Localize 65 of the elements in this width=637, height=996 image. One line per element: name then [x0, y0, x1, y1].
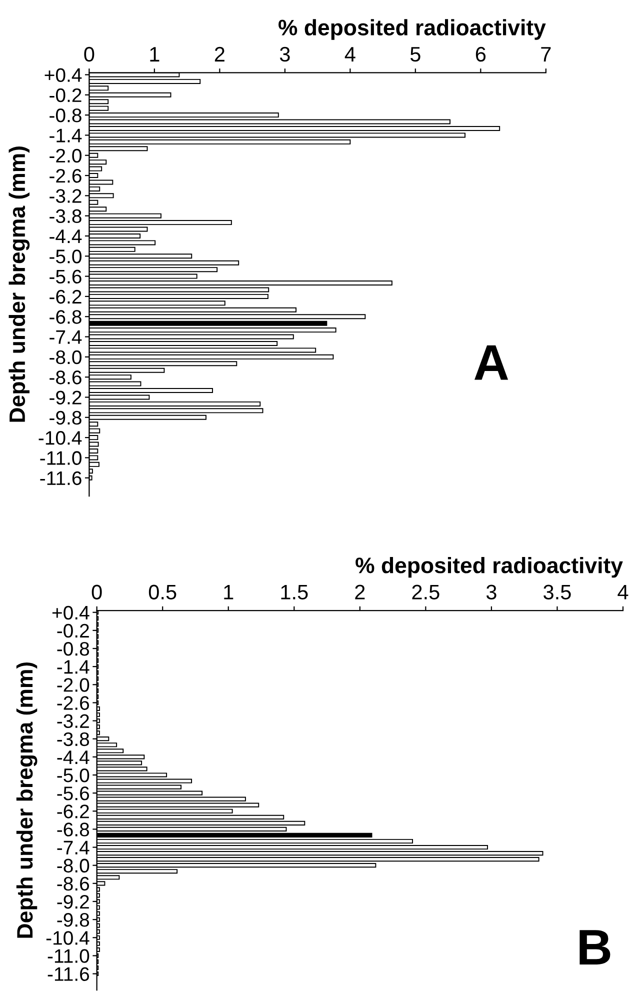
y-tick-label: -6.2 [50, 290, 82, 304]
y-tick-label: -0.2 [57, 624, 89, 638]
y-tick-label: -8.6 [50, 370, 82, 384]
y-tick-label: -9.2 [50, 390, 82, 404]
y-tick-label: -6.8 [57, 822, 90, 836]
x-tick-label: 5 [410, 47, 420, 62]
x-tick-label: 2 [214, 46, 224, 62]
y-tick-label: -2.6 [57, 696, 90, 710]
x-axis-title: % deposited radioactivity [356, 556, 623, 578]
y-tick-label: -1.4 [50, 128, 82, 142]
x-tick-label: 6 [476, 46, 486, 62]
x-axis-title: % deposited radioactivity [278, 19, 546, 40]
y-tick-label: -11.6 [48, 967, 90, 981]
y-tick-label: -5.6 [50, 270, 82, 284]
y-tick-label: -8.0 [50, 350, 82, 364]
x-tick-label: 3.5 [544, 584, 571, 600]
y-tick-label: +0.4 [44, 68, 82, 82]
y-tick-label: -8.0 [57, 858, 90, 873]
x-tick-label: 2.5 [412, 584, 440, 600]
y-tick-label: -0.8 [50, 108, 82, 122]
annotation: B [580, 930, 610, 964]
x-tick-label: 7 [541, 47, 551, 62]
y-tick-label: -1.4 [57, 660, 90, 674]
y-tick-label: -2.0 [57, 678, 90, 692]
y-tick-label: -11.6 [40, 471, 82, 486]
y-tick-label: -0.2 [50, 88, 82, 102]
x-tick-label: 1.5 [281, 584, 308, 600]
x-tick-label: 0 [92, 584, 102, 600]
x-tick-label: 3 [486, 584, 496, 600]
x-tick-label: 4 [344, 47, 356, 62]
y-tick-label: -6.2 [57, 804, 89, 818]
x-tick-label: 2 [355, 584, 365, 600]
y-axis-title: Depth under bregma (mm) [16, 662, 38, 938]
y-tick-label: -11.0 [48, 949, 90, 963]
y-tick-label: -3.8 [50, 209, 82, 224]
y-tick-label: -2.6 [50, 168, 82, 183]
y-tick-label: -3.8 [57, 732, 90, 746]
y-tick-label: -0.8 [57, 642, 90, 656]
y-tick-label: -8.6 [57, 876, 90, 891]
y-tick-label: -9.8 [50, 410, 82, 425]
y-tick-label: -9.2 [57, 894, 89, 909]
y-tick-label: -3.2 [50, 189, 82, 203]
y-tick-label: -3.2 [57, 714, 89, 728]
x-tick-label: 1 [224, 584, 234, 600]
y-tick-label: -5.6 [57, 786, 90, 800]
y-tick-label: -9.8 [57, 913, 90, 927]
y-tick-label: -4.4 [57, 750, 90, 764]
y-tick-label: -7.4 [57, 840, 90, 854]
x-tick-label: 0.5 [148, 584, 176, 600]
y-tick-label: -7.4 [50, 330, 82, 344]
y-tick-label: -2.0 [50, 148, 82, 163]
y-tick-label: -11.0 [40, 451, 82, 465]
y-tick-label: -5.0 [50, 250, 82, 264]
y-tick-label: -6.8 [50, 310, 82, 324]
y-tick-label: -10.4 [38, 431, 82, 445]
x-tick-label: 3 [280, 46, 290, 62]
annotation: A [474, 345, 508, 380]
y-tick-label: -10.4 [46, 931, 90, 945]
x-tick-label: 4 [618, 584, 628, 600]
x-tick-label: 1 [150, 47, 160, 62]
y-tick-label: +0.4 [52, 606, 90, 620]
x-tick-label: 0 [84, 46, 94, 62]
y-tick-label: -5.0 [57, 768, 90, 782]
y-axis-title: Depth under bregma (mm) [8, 146, 30, 422]
y-tick-label: -4.4 [50, 230, 82, 244]
